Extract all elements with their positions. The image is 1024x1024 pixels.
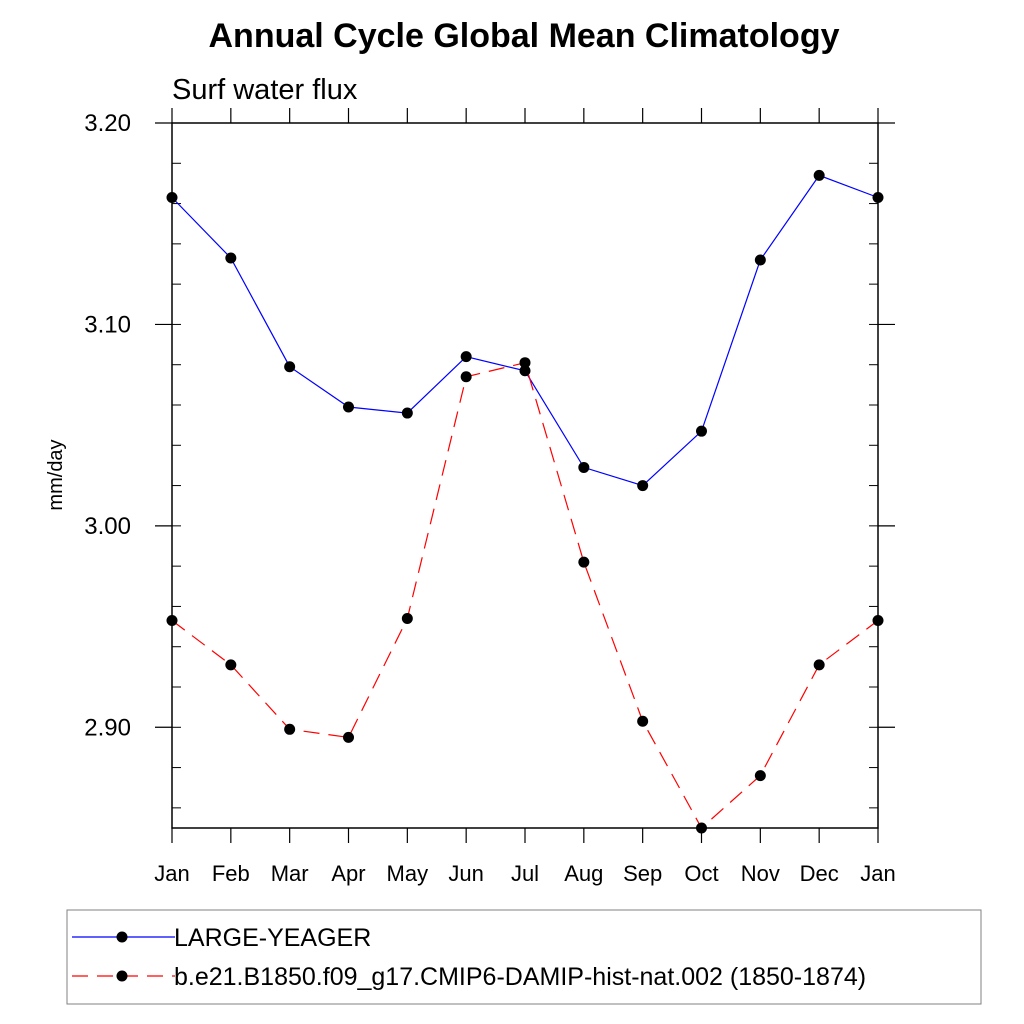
x-tick-label: Mar	[271, 861, 309, 886]
data-point	[401, 407, 413, 419]
data-point	[637, 480, 649, 492]
y-tick-label: 3.20	[84, 110, 131, 137]
data-point	[460, 351, 472, 363]
x-tick-label: Aug	[564, 861, 603, 886]
legend-marker	[116, 970, 128, 982]
data-point	[284, 361, 296, 373]
data-point	[696, 425, 707, 437]
y-tick-label: 3.10	[84, 311, 131, 338]
data-point	[754, 770, 766, 782]
legend-label: b.e21.B1850.f09_g17.CMIP6-DAMIP-hist-nat…	[174, 963, 866, 991]
data-point	[225, 252, 237, 264]
x-tick-label: Jan	[860, 861, 895, 886]
data-point	[519, 357, 531, 369]
data-point	[343, 401, 354, 413]
data-point	[225, 659, 237, 671]
data-point	[813, 659, 825, 671]
x-tick-label: Jan	[154, 861, 189, 886]
x-tick-label: Nov	[741, 861, 780, 886]
series-line-1	[171, 174, 879, 487]
plot-frame	[171, 122, 879, 829]
data-point	[637, 715, 649, 727]
y-axis-label: mm/day	[45, 439, 67, 510]
data-point	[401, 613, 413, 625]
data-point	[813, 169, 825, 181]
series-layer	[166, 169, 884, 834]
data-point	[284, 723, 296, 735]
x-tick-label: Jul	[511, 861, 539, 886]
y-tick-label: 2.90	[84, 714, 131, 741]
x-tick-label: Sep	[623, 861, 662, 886]
x-tick-label: May	[387, 861, 429, 886]
legend-box	[66, 909, 982, 1005]
chart-title: Annual Cycle Global Mean Climatology	[209, 17, 840, 55]
data-point	[343, 731, 354, 743]
data-point	[578, 461, 590, 473]
chart-subtitle: Surf water flux	[172, 74, 358, 106]
x-tick-label: Feb	[212, 861, 250, 886]
axis-ticks: 2.90 3.00 3.10 3.20 Jan Feb Mar Apr May Jun Jul Aug…	[84, 108, 896, 886]
data-point	[578, 556, 590, 568]
data-point	[460, 371, 472, 383]
x-tick-label: Dec	[800, 861, 839, 886]
legend-label: LARGE-YEAGER	[174, 924, 371, 952]
legend-marker	[116, 931, 128, 943]
data-point	[754, 254, 766, 266]
x-tick-label: Apr	[331, 861, 365, 886]
x-tick-label: Jun	[448, 861, 483, 886]
data-point	[519, 365, 531, 377]
y-tick-label: 3.00	[84, 513, 131, 540]
series-line-2	[171, 361, 879, 829]
x-tick-label: Oct	[684, 861, 718, 886]
legend: LARGE-YEAGER b.e21.B1850.f09_g17.CMIP6-DA…	[66, 909, 982, 1005]
